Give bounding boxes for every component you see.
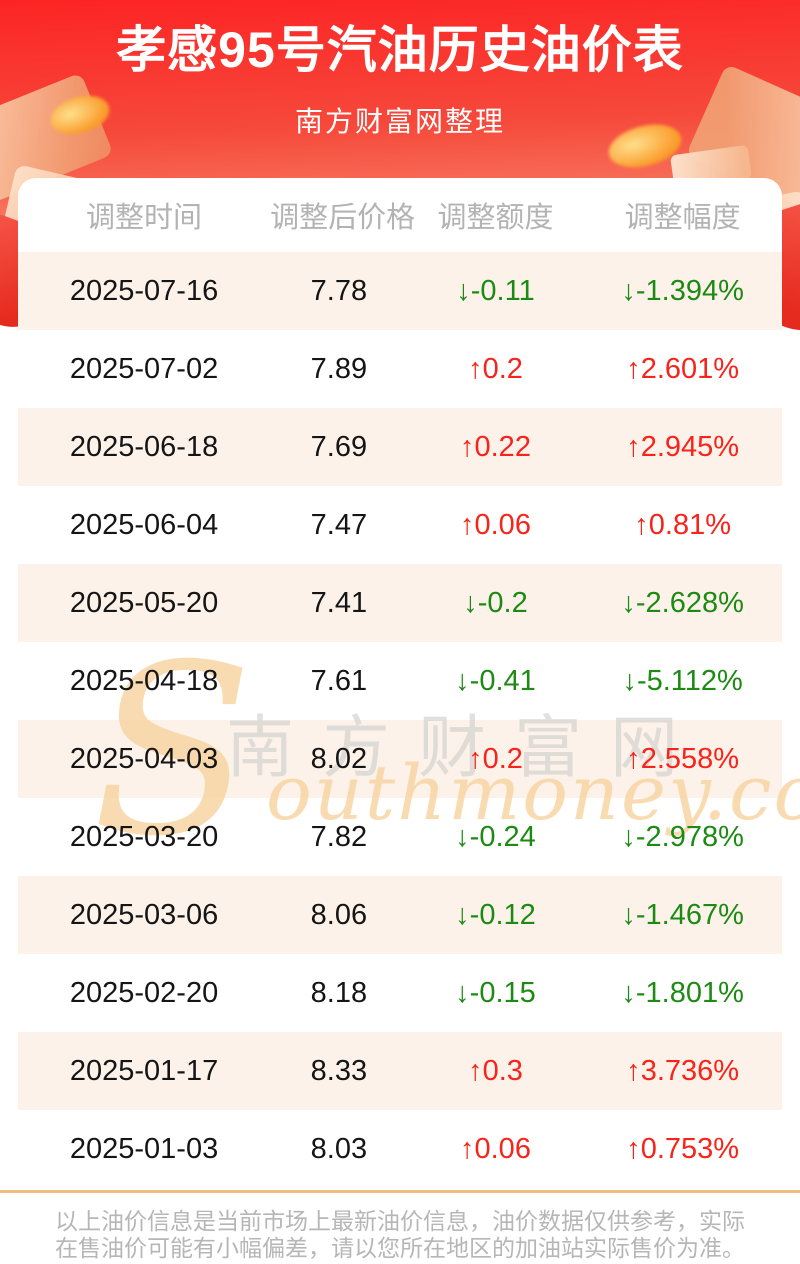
row-change: ↑0.2 bbox=[468, 352, 523, 385]
row-price: 8.03 bbox=[310, 1132, 368, 1165]
row-change: ↑0.2 bbox=[468, 742, 523, 775]
price-table-card: 调整时间 调整后价格 调整额度 调整幅度 2025-07-16 7.78 ↓-0.11 ↓-… bbox=[18, 178, 782, 1188]
row-date: 2025-06-04 bbox=[69, 508, 219, 541]
row-date: 2025-01-03 bbox=[69, 1132, 219, 1165]
row-change: ↓-0.11 bbox=[456, 274, 535, 307]
row-date: 2025-03-20 bbox=[69, 820, 219, 853]
table-row: 2025-01-03 8.03 ↑0.06 ↑0.753% bbox=[18, 1110, 782, 1188]
table-row: 2025-07-02 7.89 ↑0.2 ↑2.601% bbox=[18, 330, 782, 408]
row-price: 7.47 bbox=[310, 508, 368, 541]
row-percent: ↑2.601% bbox=[626, 352, 740, 385]
column-header: 调整时间 bbox=[86, 202, 203, 234]
row-change: ↓-0.15 bbox=[455, 976, 536, 1009]
row-date: 2025-01-17 bbox=[69, 1054, 219, 1087]
row-change: ↓-0.2 bbox=[463, 586, 528, 619]
row-date: 2025-03-06 bbox=[69, 898, 219, 931]
row-price: 8.18 bbox=[310, 976, 368, 1009]
row-price: 7.61 bbox=[310, 664, 368, 697]
row-percent: ↓-1.394% bbox=[621, 274, 744, 307]
row-price: 7.41 bbox=[310, 586, 368, 619]
page-subtitle: 南方财富网整理 bbox=[294, 106, 505, 137]
row-percent: ↑0.81% bbox=[634, 508, 732, 541]
column-header: 调整额度 bbox=[437, 202, 554, 234]
row-price: 7.89 bbox=[310, 352, 368, 385]
table-row: 2025-06-18 7.69 ↑0.22 ↑2.945% bbox=[18, 408, 782, 486]
row-change: ↓-0.41 bbox=[455, 664, 536, 697]
row-price: 7.78 bbox=[310, 274, 368, 307]
row-percent: ↓-2.628% bbox=[621, 586, 744, 619]
row-price: 7.82 bbox=[310, 820, 368, 853]
column-header: 调整幅度 bbox=[624, 202, 741, 234]
row-change: ↓-0.24 bbox=[455, 820, 536, 853]
table-row: 2025-04-03 8.02 ↑0.2 ↑2.558% bbox=[18, 720, 782, 798]
table-row: 2025-03-20 7.82 ↓-0.24 ↓-2.978% bbox=[18, 798, 782, 876]
row-price: 8.33 bbox=[310, 1054, 368, 1087]
row-date: 2025-05-20 bbox=[69, 586, 219, 619]
page-title: 孝感95号汽油历史油价表 bbox=[116, 22, 684, 78]
row-price: 7.69 bbox=[310, 430, 368, 463]
row-change: ↑0.06 bbox=[460, 1132, 531, 1165]
row-price: 8.02 bbox=[310, 742, 368, 775]
row-date: 2025-02-20 bbox=[69, 976, 219, 1009]
row-percent: ↑3.736% bbox=[626, 1054, 740, 1087]
row-percent: ↑0.753% bbox=[626, 1132, 740, 1165]
row-date: 2025-04-03 bbox=[69, 742, 219, 775]
row-change: ↑0.22 bbox=[460, 430, 531, 463]
row-change: ↑0.3 bbox=[468, 1054, 523, 1087]
table-rows: 2025-07-16 7.78 ↓-0.11 ↓-1.394% 2025-07-02 7.… bbox=[18, 252, 782, 1188]
table-row: 2025-06-04 7.47 ↑0.06 ↑0.81% bbox=[18, 486, 782, 564]
row-date: 2025-04-18 bbox=[69, 664, 219, 697]
table-row: 2025-01-17 8.33 ↑0.3 ↑3.736% bbox=[18, 1032, 782, 1110]
table-row: 2025-07-16 7.78 ↓-0.11 ↓-1.394% bbox=[18, 252, 782, 330]
footer-divider bbox=[0, 1190, 800, 1193]
row-percent: ↓-1.467% bbox=[621, 898, 744, 931]
row-date: 2025-07-16 bbox=[69, 274, 219, 307]
row-date: 2025-06-18 bbox=[69, 430, 219, 463]
row-price: 8.06 bbox=[310, 898, 368, 931]
row-change: ↓-0.12 bbox=[455, 898, 536, 931]
row-percent: ↓-1.801% bbox=[621, 976, 744, 1009]
row-percent: ↑2.945% bbox=[626, 430, 740, 463]
table-row: 2025-02-20 8.18 ↓-0.15 ↓-1.801% bbox=[18, 954, 782, 1032]
table-row: 2025-03-06 8.06 ↓-0.12 ↓-1.467% bbox=[18, 876, 782, 954]
row-percent: ↓-2.978% bbox=[621, 820, 744, 853]
row-change: ↑0.06 bbox=[460, 508, 531, 541]
table-row: 2025-04-18 7.61 ↓-0.41 ↓-5.112% bbox=[18, 642, 782, 720]
table-row: 2025-05-20 7.41 ↓-0.2 ↓-2.628% bbox=[18, 564, 782, 642]
row-percent: ↓-5.112% bbox=[622, 664, 743, 697]
column-header: 调整后价格 bbox=[270, 202, 416, 234]
footer-disclaimer: 以上油价信息是当前市场上最新油价信息，油价数据仅供参考，实际在售油价可能有小幅偏… bbox=[55, 1208, 745, 1261]
row-percent: ↑2.558% bbox=[626, 742, 740, 775]
row-date: 2025-07-02 bbox=[69, 352, 219, 385]
table-header-row: 调整时间 调整后价格 调整额度 调整幅度 bbox=[18, 178, 782, 252]
